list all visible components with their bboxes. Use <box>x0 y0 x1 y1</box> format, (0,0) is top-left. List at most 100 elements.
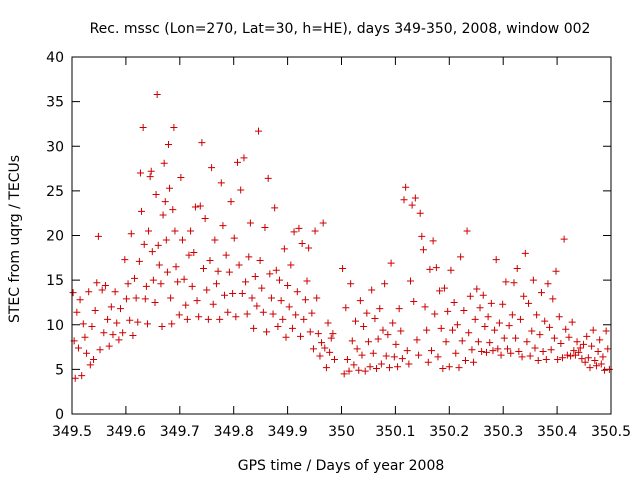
data-point <box>93 279 101 287</box>
data-point <box>471 315 479 323</box>
data-point <box>591 356 599 364</box>
data-point <box>162 236 170 244</box>
data-point <box>264 174 272 182</box>
data-point <box>78 372 86 380</box>
data-point <box>376 305 384 313</box>
data-point <box>221 291 229 299</box>
data-point <box>521 249 529 257</box>
data-point <box>190 248 198 256</box>
data-point <box>563 351 571 359</box>
data-point <box>212 280 220 288</box>
data-point <box>449 326 457 334</box>
data-point <box>191 203 199 211</box>
data-point <box>368 286 376 294</box>
y-axis-label: STEC from uqrg / TECUs <box>7 155 23 323</box>
data-point <box>127 230 135 238</box>
data-point <box>319 219 327 227</box>
data-point <box>500 334 508 342</box>
data-point <box>398 355 406 363</box>
data-point <box>253 302 261 310</box>
data-point <box>177 173 185 181</box>
data-point <box>492 256 500 264</box>
data-point <box>523 338 531 346</box>
data-point <box>576 344 584 352</box>
data-point <box>141 295 149 303</box>
data-point <box>534 356 542 364</box>
data-point <box>146 173 154 181</box>
data-point <box>423 326 431 334</box>
data-point <box>285 303 293 311</box>
x-tick-label: 349.5 <box>52 424 92 440</box>
data-point <box>345 367 353 375</box>
y-tick-label: 25 <box>46 184 64 200</box>
data-point <box>161 198 169 206</box>
data-point <box>314 330 322 338</box>
data-point <box>562 325 570 333</box>
data-point <box>288 324 296 332</box>
data-point <box>392 340 400 348</box>
data-point <box>198 139 206 147</box>
data-point <box>225 268 233 276</box>
data-point <box>505 322 513 330</box>
data-point <box>418 232 426 240</box>
data-point <box>170 124 178 132</box>
data-point <box>474 338 482 346</box>
data-point <box>109 331 117 339</box>
x-tick-label: 349.6 <box>106 424 146 440</box>
data-point <box>293 288 301 296</box>
data-point <box>369 349 377 357</box>
plot-frame <box>71 56 612 415</box>
data-point <box>74 344 82 352</box>
data-point <box>168 320 176 328</box>
data-point <box>259 308 267 316</box>
data-point <box>113 319 121 327</box>
data-point <box>567 352 575 360</box>
x-tick-label: 349.7 <box>160 424 200 440</box>
data-point <box>356 297 364 305</box>
data-point <box>237 186 245 194</box>
data-point <box>573 338 581 346</box>
data-point <box>166 184 174 192</box>
data-point <box>263 328 271 336</box>
data-point <box>182 301 190 309</box>
data-point <box>428 347 436 355</box>
x-tick-label: 349.9 <box>268 424 308 440</box>
data-point <box>442 338 450 346</box>
data-point <box>481 323 489 331</box>
data-points <box>69 90 613 382</box>
y-tick-label: 10 <box>46 318 64 334</box>
data-point <box>463 227 471 235</box>
data-point <box>363 309 371 317</box>
data-point <box>361 367 369 375</box>
data-point <box>169 206 177 214</box>
data-point <box>374 335 382 343</box>
x-axis-label: GPS time / Days of year 2008 <box>238 458 445 474</box>
data-point <box>358 351 366 359</box>
data-point <box>444 307 452 315</box>
data-point <box>434 353 442 361</box>
data-point <box>297 332 305 340</box>
data-point <box>313 294 321 302</box>
data-point <box>233 158 241 166</box>
data-point <box>160 159 168 167</box>
data-point <box>478 348 486 356</box>
data-point <box>185 251 193 259</box>
data-point <box>300 315 308 323</box>
data-point <box>216 315 224 323</box>
data-point <box>240 154 248 162</box>
data-point <box>539 348 547 356</box>
data-point <box>119 329 127 337</box>
data-point <box>457 253 465 261</box>
data-point <box>495 319 503 327</box>
data-point <box>152 190 160 198</box>
data-point <box>135 257 143 265</box>
data-point <box>101 281 109 289</box>
data-point <box>229 290 237 298</box>
data-point <box>482 348 490 356</box>
data-point <box>525 299 533 307</box>
data-point <box>248 294 256 302</box>
data-point <box>419 246 427 254</box>
data-point <box>209 300 217 308</box>
data-point <box>445 363 453 371</box>
data-point <box>290 228 298 236</box>
